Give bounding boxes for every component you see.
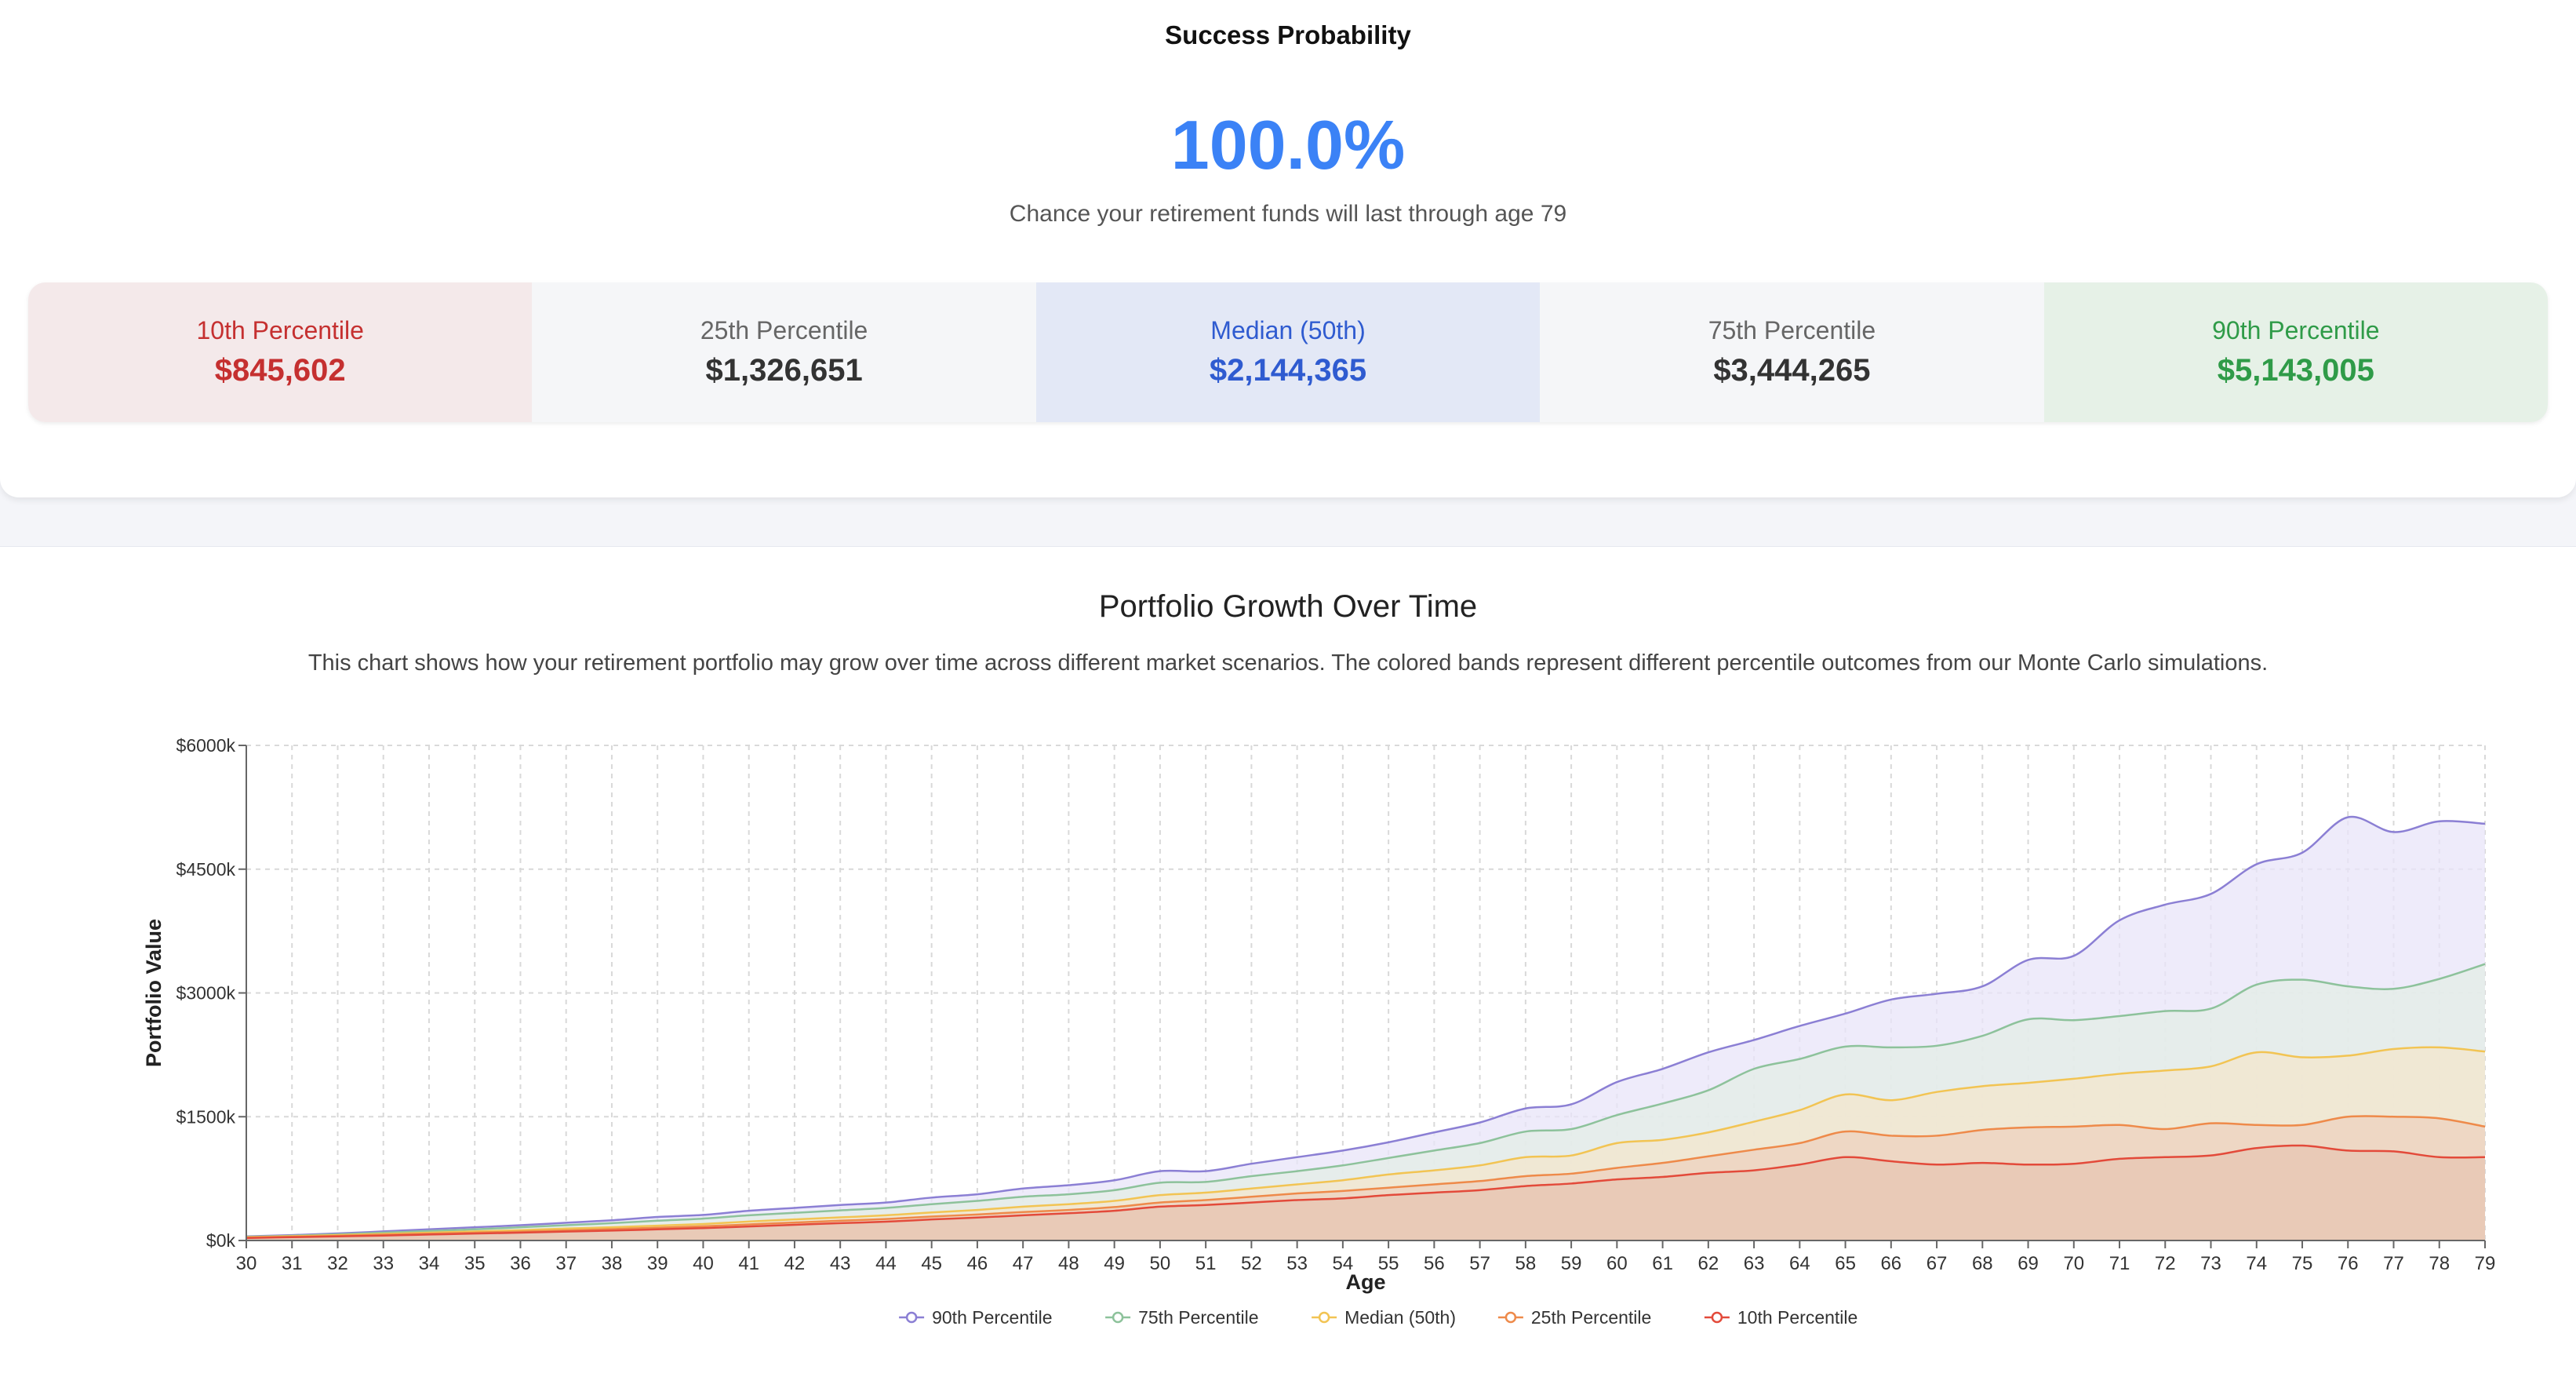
legend-swatch-marker <box>1504 1311 1517 1324</box>
x-tick-label: 51 <box>1195 1253 1217 1274</box>
portfolio-chart-card: Portfolio Growth Over Time This chart sh… <box>0 546 2576 1388</box>
percentile-box-90th: 90th Percentile $5,143,005 <box>2043 282 2548 422</box>
x-axis-label: Age <box>1345 1270 1385 1294</box>
chart-title: Portfolio Growth Over Time <box>1098 589 1478 624</box>
legend-label: 10th Percentile <box>1737 1307 1857 1328</box>
x-tick-label: 54 <box>1333 1253 1354 1274</box>
x-tick-label: 66 <box>1880 1253 1901 1274</box>
x-tick-label: 63 <box>1744 1253 1765 1274</box>
x-tick-label: 38 <box>602 1253 623 1274</box>
x-tick-label: 68 <box>1972 1253 1993 1274</box>
y-tick-label: $4500k <box>176 859 236 880</box>
success-probability-title: Success Probability <box>1165 20 1411 49</box>
percentile-label: 75th Percentile <box>1708 316 1876 344</box>
x-tick-label: 53 <box>1286 1253 1308 1274</box>
legend-swatch-marker <box>1711 1311 1723 1324</box>
x-tick-label: 73 <box>2200 1253 2221 1274</box>
line-90th-percentile <box>246 815 2486 1237</box>
x-tick-label: 32 <box>327 1253 348 1274</box>
x-tick-label: 79 <box>2475 1253 2496 1274</box>
portfolio-growth-chart: $0k $1500k $3000k $4500k $6000k 30 31 32 33 34 35 3… <box>142 735 2496 1328</box>
x-tick-label: 44 <box>875 1253 897 1274</box>
success-probability-card: Success Probability 100.0% Chance your r… <box>0 0 2576 497</box>
x-tick-label: 71 <box>2109 1253 2130 1274</box>
line-10th-percentile <box>246 1144 2486 1240</box>
x-tick-label: 33 <box>373 1253 394 1274</box>
percentile-value: $1,326,651 <box>705 353 863 388</box>
legend-swatch-marker <box>1112 1311 1124 1324</box>
x-tick-label: 34 <box>419 1253 440 1274</box>
x-tick-label: 52 <box>1241 1253 1262 1274</box>
x-tick-label: 77 <box>2383 1253 2404 1274</box>
legend-label: 25th Percentile <box>1531 1307 1651 1328</box>
x-tick-label: 62 <box>1697 1253 1719 1274</box>
x-tick-label: 70 <box>2063 1253 2084 1274</box>
x-tick-label: 41 <box>738 1253 759 1274</box>
percentile-box-10th: 10th Percentile $845,602 <box>28 282 533 422</box>
x-tick-label: 64 <box>1789 1253 1810 1274</box>
percentile-value: $2,144,365 <box>1209 353 1367 388</box>
y-tick-label: $6000k <box>176 735 236 756</box>
x-tick-label: 65 <box>1835 1253 1856 1274</box>
x-tick-label: 59 <box>1561 1253 1582 1274</box>
legend-label: Median (50th) <box>1344 1307 1456 1328</box>
x-tick-label: 42 <box>784 1253 806 1274</box>
percentile-summary-row: 10th Percentile $845,602 25th Percentile… <box>28 282 2548 422</box>
percentile-label: 90th Percentile <box>2212 316 2380 344</box>
x-tick-label: 48 <box>1058 1253 1079 1274</box>
percentile-box-25th: 25th Percentile $1,326,651 <box>532 282 1036 422</box>
area-10th-percentile <box>246 1145 2485 1240</box>
x-tick-label: 43 <box>830 1253 851 1274</box>
percentile-box-median: Median (50th) $2,144,365 <box>1035 282 1541 422</box>
x-tick-label: 35 <box>464 1253 486 1274</box>
x-tick-label: 74 <box>2246 1253 2267 1274</box>
line-median-50th- <box>246 1046 2486 1239</box>
x-tick-label: 30 <box>236 1253 257 1274</box>
x-tick-label: 75 <box>2292 1253 2313 1274</box>
x-tick-label: 36 <box>510 1253 531 1274</box>
legend-label: 75th Percentile <box>1138 1307 1258 1328</box>
x-tick-label: 46 <box>967 1253 988 1274</box>
x-tick-label: 56 <box>1424 1253 1445 1274</box>
chart-description: This chart shows how your retirement por… <box>307 650 2269 676</box>
percentile-value: $845,602 <box>214 353 346 388</box>
x-tick-label: 39 <box>647 1253 668 1274</box>
y-tick-label: $0k <box>206 1230 236 1251</box>
success-probability-value: 100.0% <box>1170 106 1406 184</box>
x-tick-label: 78 <box>2429 1253 2450 1274</box>
x-tick-label: 69 <box>2018 1253 2039 1274</box>
percentile-value: $3,444,265 <box>1713 353 1871 388</box>
percentile-label: 10th Percentile <box>196 316 364 344</box>
legend-label: 90th Percentile <box>932 1307 1052 1328</box>
x-tick-label: 67 <box>1927 1253 1948 1274</box>
x-tick-label: 50 <box>1150 1253 1171 1274</box>
x-tick-label: 58 <box>1515 1253 1537 1274</box>
x-tick-label: 61 <box>1652 1253 1673 1274</box>
x-tick-label: 31 <box>282 1253 303 1274</box>
x-tick-label: 72 <box>2155 1253 2176 1274</box>
legend-swatch-marker <box>905 1311 918 1324</box>
line-25th-percentile <box>246 1115 2486 1239</box>
y-tick-label: $3000k <box>176 983 236 1004</box>
legend-swatch-marker <box>1318 1311 1330 1324</box>
percentile-label: Median (50th) <box>1210 316 1366 344</box>
percentile-value: $5,143,005 <box>2217 353 2374 388</box>
x-tick-label: 55 <box>1378 1253 1399 1274</box>
percentile-label: 25th Percentile <box>700 316 868 344</box>
line-75th-percentile <box>246 963 2486 1238</box>
x-tick-label: 40 <box>693 1253 714 1274</box>
x-tick-label: 49 <box>1104 1253 1125 1274</box>
x-tick-label: 60 <box>1606 1253 1628 1274</box>
x-tick-label: 45 <box>921 1253 942 1274</box>
percentile-box-75th: 75th Percentile $3,444,265 <box>1540 282 2044 422</box>
x-tick-label: 37 <box>555 1253 577 1274</box>
y-axis-label: Portfolio Value <box>142 919 166 1067</box>
y-tick-label: $1500k <box>176 1106 236 1127</box>
x-tick-label: 47 <box>1013 1253 1034 1274</box>
x-tick-label: 57 <box>1469 1253 1490 1274</box>
x-tick-label: 76 <box>2338 1253 2359 1274</box>
success-probability-note: Chance your retirement funds will last t… <box>1009 201 1567 227</box>
